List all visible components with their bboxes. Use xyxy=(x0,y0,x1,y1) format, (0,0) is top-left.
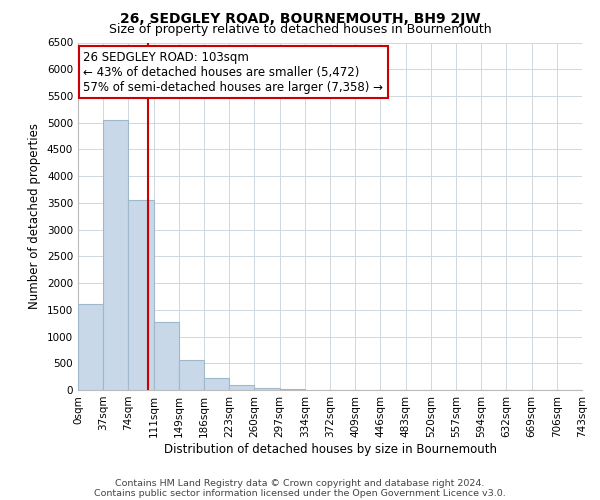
Bar xyxy=(78,304,103,390)
Y-axis label: Number of detached properties: Number of detached properties xyxy=(28,123,41,309)
Bar xyxy=(254,388,280,390)
Bar xyxy=(154,322,179,390)
X-axis label: Distribution of detached houses by size in Bournemouth: Distribution of detached houses by size … xyxy=(163,442,497,456)
Bar xyxy=(103,120,128,390)
Bar xyxy=(179,360,204,390)
Bar xyxy=(128,200,154,390)
Text: 26, SEDGLEY ROAD, BOURNEMOUTH, BH9 2JW: 26, SEDGLEY ROAD, BOURNEMOUTH, BH9 2JW xyxy=(119,12,481,26)
Text: Contains public sector information licensed under the Open Government Licence v3: Contains public sector information licen… xyxy=(94,488,506,498)
Bar xyxy=(204,378,229,390)
Bar xyxy=(280,389,305,390)
Text: Size of property relative to detached houses in Bournemouth: Size of property relative to detached ho… xyxy=(109,22,491,36)
Bar xyxy=(229,385,254,390)
Text: Contains HM Land Registry data © Crown copyright and database right 2024.: Contains HM Land Registry data © Crown c… xyxy=(115,478,485,488)
Text: 26 SEDGLEY ROAD: 103sqm
← 43% of detached houses are smaller (5,472)
57% of semi: 26 SEDGLEY ROAD: 103sqm ← 43% of detache… xyxy=(83,50,383,94)
